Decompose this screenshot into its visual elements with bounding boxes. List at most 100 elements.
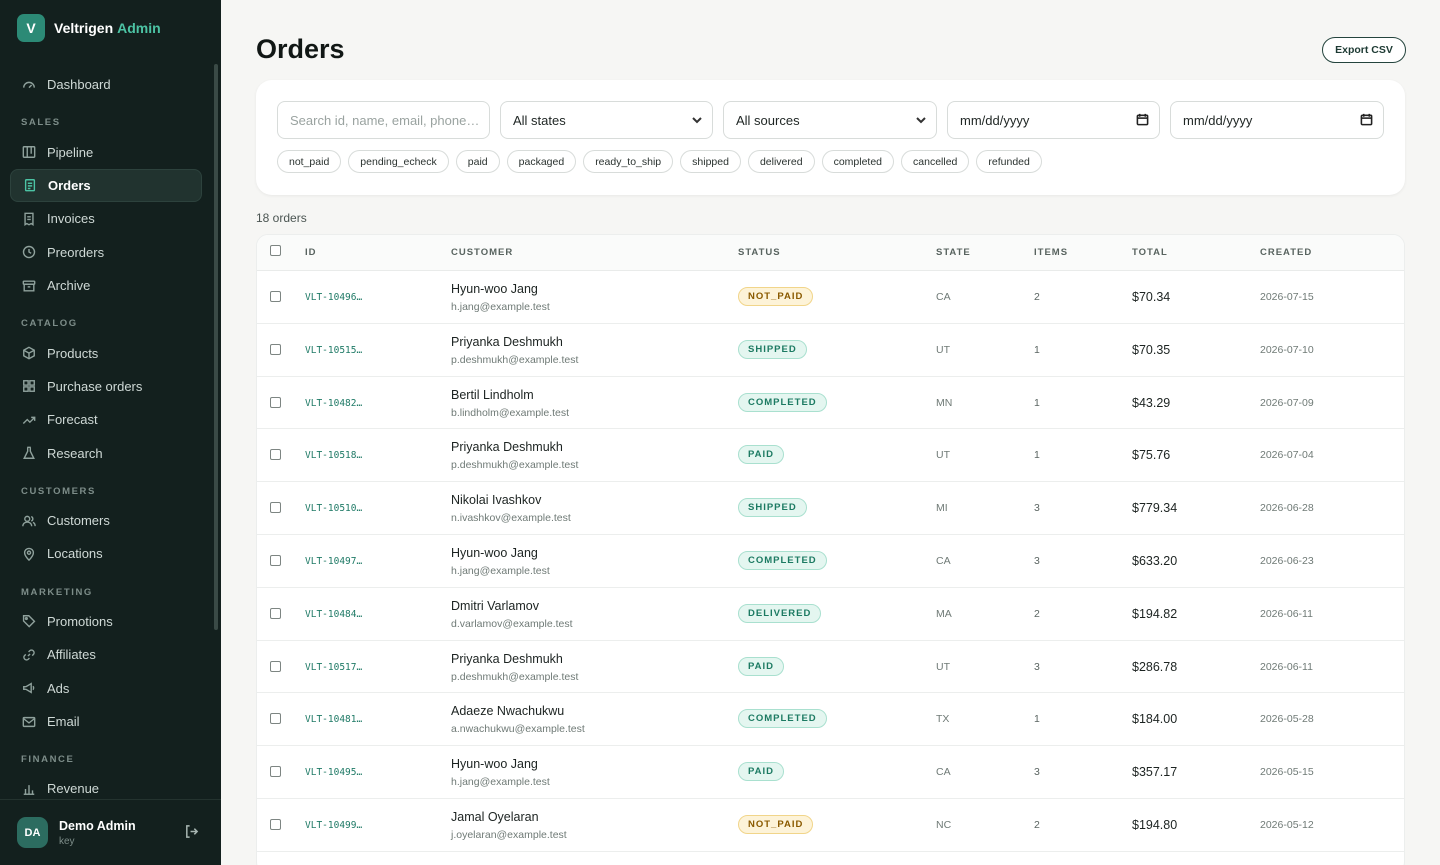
order-id-link[interactable]: VLT-10484… (305, 608, 363, 620)
customer-email: a.nwachukwu@example.test (451, 723, 585, 736)
date-to-input[interactable]: mm/dd/yyyy (1170, 101, 1384, 139)
table-row[interactable]: VLT-10510… Nikolai Ivashkov n.ivashkov@exa… (257, 482, 1404, 535)
table-row[interactable]: VLT-10482… Bertil Lindholm b.lindholm@exam… (257, 377, 1404, 430)
column-header-customer[interactable]: CUSTOMER (451, 247, 514, 258)
sidebar-item-pipeline[interactable]: Pipeline (10, 135, 202, 168)
order-id-link[interactable]: VLT-10496… (305, 292, 363, 303)
table-row[interactable]: VLT-10495… Hyun-woo Jang h.jang@example.te… (257, 746, 1404, 799)
status-chip-packaged[interactable]: packaged (506, 150, 577, 173)
export-csv-button[interactable]: Export CSV (1322, 37, 1406, 63)
order-state: CA (936, 766, 951, 779)
order-items: 1 (1034, 396, 1040, 409)
sidebar-item-locations[interactable]: Locations (10, 537, 202, 570)
table-row[interactable]: VLT-10515… Priyanka Deshmukh p.deshmukh@ex… (257, 324, 1404, 377)
row-checkbox[interactable] (270, 766, 281, 778)
calendar-icon[interactable] (1360, 113, 1373, 129)
sidebar-item-affiliates[interactable]: Affiliates (10, 638, 202, 671)
pin-icon (21, 546, 36, 561)
status-chip-paid[interactable]: paid (455, 150, 500, 173)
status-chip-completed[interactable]: completed (821, 150, 895, 173)
sidebar-item-preorders[interactable]: Preorders (10, 236, 202, 269)
sidebar-section-label: CATALOG (21, 318, 78, 330)
column-header-total[interactable]: TOTAL (1132, 247, 1168, 258)
row-checkbox[interactable] (270, 343, 281, 355)
order-created: 2026-05-15 (1260, 766, 1314, 779)
table-row[interactable]: VLT-10484… Dmitri Varlamov d.varlamov@exam… (257, 588, 1404, 641)
sidebar-item-invoices[interactable]: Invoices (10, 202, 202, 235)
order-total: $75.76 (1132, 448, 1171, 463)
sidebar-item-products[interactable]: Products (10, 336, 202, 369)
order-id-link[interactable]: VLT-10499… (305, 819, 363, 831)
order-id-link[interactable]: VLT-10517… (305, 661, 363, 673)
sidebar-item-orders[interactable]: Orders (10, 168, 202, 203)
sidebar-scrollbar[interactable] (214, 64, 218, 630)
row-checkbox[interactable] (270, 660, 281, 672)
table-row[interactable]: VLT-10518… Priyanka Deshmukh p.deshmukh@ex… (257, 429, 1404, 483)
column-header-created[interactable]: CREATED (1260, 247, 1313, 258)
status-badge: SHIPPED (738, 498, 807, 518)
row-checkbox[interactable] (270, 818, 281, 830)
row-checkbox[interactable] (270, 291, 281, 302)
order-items: 2 (1034, 291, 1040, 303)
user-box: DA Demo Admin key (0, 799, 221, 865)
status-chip-pending-echeck[interactable]: pending_echeck (348, 150, 449, 173)
status-chip-cancelled[interactable]: cancelled (901, 150, 970, 173)
calendar-icon[interactable] (1136, 113, 1149, 129)
column-header-status[interactable]: STATUS (738, 247, 781, 258)
chevron-down-icon (691, 114, 703, 129)
status-chip-delivered[interactable]: delivered (747, 150, 815, 173)
status-chip-not-paid[interactable]: not_paid (277, 150, 342, 173)
table-row[interactable]: VLT-10481… Adaeze Nwachukwu a.nwachukwu@ex… (257, 693, 1404, 747)
order-id-link[interactable]: VLT-10495… (305, 767, 363, 779)
table-row[interactable]: VLT-10497… Hyun-woo Jang h.jang@example.te… (257, 535, 1404, 588)
customer-email: n.ivashkov@example.test (451, 512, 571, 525)
sidebar-item-promotions[interactable]: Promotions (10, 605, 202, 638)
order-id-link[interactable]: VLT-10482… (305, 397, 363, 409)
customer-name: Dmitri Varlamov (451, 598, 539, 613)
sidebar-item-forecast[interactable]: Forecast (10, 403, 202, 436)
order-total: $43.29 (1132, 395, 1171, 410)
mail-icon (21, 714, 36, 729)
sidebar-item-archive[interactable]: Archive (10, 269, 202, 302)
sidebar-item-ads[interactable]: Ads (10, 671, 202, 704)
row-checkbox[interactable] (270, 713, 281, 725)
source-select[interactable]: All sources (723, 101, 937, 139)
avatar[interactable]: DA (17, 817, 48, 848)
status-chip-shipped[interactable]: shipped (680, 150, 741, 173)
status-chip-ready-to-ship[interactable]: ready_to_ship (583, 150, 674, 173)
row-checkbox[interactable] (270, 396, 281, 408)
search-input[interactable]: Search id, name, email, phone… (277, 101, 490, 139)
row-checkbox[interactable] (270, 607, 281, 619)
status-chip-refunded[interactable]: refunded (976, 150, 1042, 173)
sidebar-item-email[interactable]: Email (10, 705, 202, 738)
order-created: 2026-06-23 (1260, 554, 1314, 567)
row-checkbox[interactable] (270, 449, 281, 461)
order-id-link[interactable]: VLT-10518… (305, 450, 363, 462)
sidebar-item-dashboard[interactable]: Dashboard (10, 68, 202, 101)
state-select[interactable]: All states (500, 101, 713, 139)
brand[interactable]: V Veltrigen Admin (17, 14, 161, 42)
table-row[interactable]: VLT-10499… Jamal Oyelaran j.oyelaran@examp… (257, 799, 1404, 852)
column-header-id[interactable]: ID (305, 247, 317, 258)
table-row[interactable]: VLT-10517… Priyanka Deshmukh p.deshmukh@ex… (257, 641, 1404, 694)
order-id-link[interactable]: VLT-10515… (305, 344, 363, 356)
select-all-checkbox[interactable] (270, 245, 281, 256)
sidebar-item-research[interactable]: Research (10, 437, 202, 470)
sidebar-item-purchase-orders[interactable]: Purchase orders (10, 370, 202, 403)
sidebar-item-revenue[interactable]: Revenue (10, 772, 202, 805)
status-badge: COMPLETED (738, 709, 827, 729)
row-checkbox[interactable] (270, 554, 281, 566)
order-id-link[interactable]: VLT-10510… (305, 503, 363, 515)
sidebar-item-customers[interactable]: Customers (10, 504, 202, 537)
date-from-input[interactable]: mm/dd/yyyy (947, 101, 1160, 139)
order-id-link[interactable]: VLT-10481… (305, 714, 363, 726)
column-header-state[interactable]: STATE (936, 247, 971, 258)
logout-icon[interactable] (184, 824, 199, 842)
row-checkbox[interactable] (270, 502, 281, 514)
column-header-items[interactable]: ITEMS (1034, 247, 1069, 258)
sidebar-item-label: Affiliates (47, 647, 96, 663)
customer-email: d.varlamov@example.test (451, 617, 573, 630)
table-row[interactable]: VLT-10496… Hyun-woo Jang h.jang@example.te… (257, 271, 1404, 324)
order-id-link[interactable]: VLT-10497… (305, 555, 363, 567)
order-total: $194.82 (1132, 606, 1178, 621)
